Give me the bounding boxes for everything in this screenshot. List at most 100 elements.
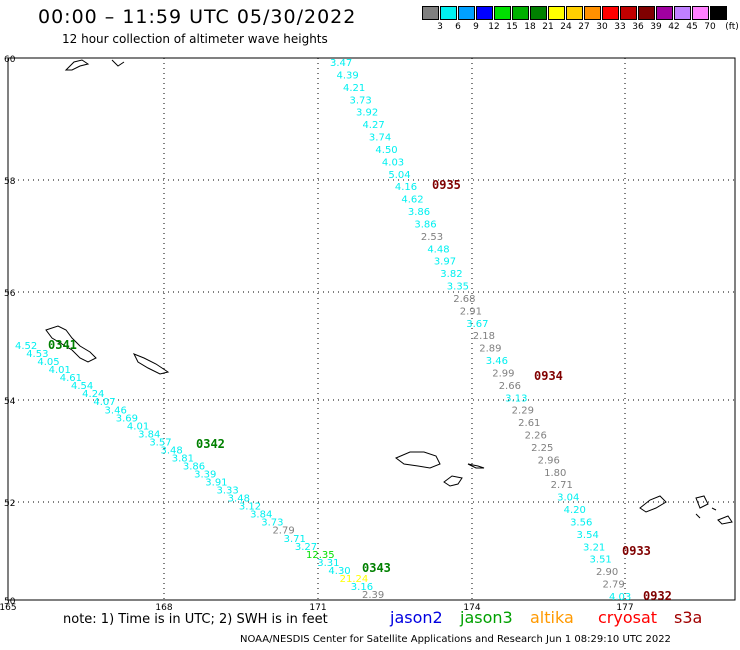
jason3-track-value: 2.39 (362, 590, 384, 601)
legend-label: 6 (455, 22, 461, 32)
satellite-legend-item: jason2 (390, 608, 443, 627)
cryosat-track-value: 4.39 (336, 70, 358, 81)
lat-label: 50 (4, 597, 16, 607)
cryosat-track-value: 3.73 (349, 95, 371, 106)
cryosat-track-value: 2.90 (596, 567, 618, 578)
cryosat-track-value: 2.68 (453, 294, 475, 305)
jason3-track-value: 21.24 (340, 574, 369, 585)
legend-swatch (656, 6, 673, 20)
cryosat-track-value: 3.67 (466, 319, 488, 330)
cryosat-track-value: 4.48 (427, 244, 449, 255)
lon-label: 177 (616, 603, 633, 613)
jason3-track-value: 3.69 (116, 413, 138, 424)
legend-swatch (422, 6, 439, 20)
legend-swatch (548, 6, 565, 20)
jason3-track-value: 3.48 (228, 494, 250, 505)
legend-label: 21 (542, 22, 554, 32)
cryosat-track-value: 4.03 (609, 592, 631, 603)
satellite-legend-item: cryosat (598, 608, 658, 627)
jason3-track-value: 4.24 (82, 389, 104, 400)
pass-time-label: 0935 (432, 178, 461, 192)
cryosat-track-value: 2.53 (421, 232, 443, 243)
cryosat-track-value: 1.80 (544, 468, 566, 479)
jason3-track-value: 4.61 (60, 373, 82, 384)
cryosat-track-value: 2.79 (603, 580, 625, 591)
cryosat-track-value: 3.54 (577, 530, 599, 541)
lat-label: 58 (4, 177, 16, 187)
lat-label: 60 (4, 55, 16, 65)
jason3-track-value: 4.53 (26, 349, 48, 360)
jason3-track-value: 4.54 (71, 381, 93, 392)
footer-note: note: 1) Time is in UTC; 2) SWH is in fe… (63, 612, 328, 627)
jason3-track-value: 3.16 (351, 582, 373, 593)
legend-swatch (440, 6, 457, 20)
jason3-track-value: 3.27 (295, 542, 317, 553)
jason3-track-value: 3.86 (183, 461, 205, 472)
lon-label: 171 (309, 603, 326, 613)
legend-unit: (ft) (725, 22, 739, 32)
legend-label: 15 (506, 22, 518, 32)
land-outline (45, 325, 97, 363)
land-outline (467, 463, 485, 469)
lat-label: 52 (4, 499, 15, 509)
land-outline (695, 495, 709, 509)
cryosat-track-value: 5.04 (388, 170, 410, 181)
cryosat-track-value: 2.71 (551, 480, 573, 491)
cryosat-track-value: 3.04 (557, 493, 579, 504)
lon-label: 168 (155, 603, 172, 613)
legend-swatch (602, 6, 619, 20)
legend-swatch (674, 6, 691, 20)
legend-label: 33 (614, 22, 626, 32)
cryosat-track-value: 2.25 (531, 443, 553, 454)
satellite-legend-item: s3a (674, 608, 703, 627)
cryosat-track-value: 2.18 (473, 331, 495, 342)
land-outline (443, 475, 463, 487)
jason3-track-value: 3.91 (205, 478, 227, 489)
legend-label: 36 (632, 22, 644, 32)
jason3-track-value: 4.30 (328, 566, 350, 577)
jason3-track-value: 3.57 (149, 437, 171, 448)
legend-label: 24 (560, 22, 572, 32)
jason3-track-value: 3.12 (239, 502, 261, 513)
cryosat-track-value: 2.89 (479, 344, 501, 355)
cryosat-track-value: 2.91 (460, 306, 482, 317)
jason3-track-value: 4.01 (49, 365, 71, 376)
lon-label: 174 (463, 603, 480, 613)
cryosat-track-value: 2.96 (538, 455, 560, 466)
satellite-legend-item: altika (530, 608, 574, 627)
legend-label: 39 (650, 22, 662, 32)
pass-time-label: 0933 (622, 544, 651, 558)
cryosat-track-value: 3.51 (590, 555, 612, 566)
cryosat-track-value: 4.50 (375, 145, 397, 156)
land-outline (711, 507, 717, 511)
jason3-track-value: 3.48 (161, 445, 183, 456)
jason3-track-value: 3.81 (172, 453, 194, 464)
cryosat-track-value: 3.97 (434, 257, 456, 268)
cryosat-track-value: 3.46 (486, 356, 508, 367)
cryosat-track-value: 4.16 (395, 182, 417, 193)
legend-swatch (584, 6, 601, 20)
cryosat-track-value: 3.82 (440, 269, 462, 280)
cryosat-track-value: 3.86 (414, 219, 436, 230)
land-outline (639, 495, 667, 513)
legend-swatch (476, 6, 493, 20)
jason3-track-value: 3.73 (261, 518, 283, 529)
legend-swatch (620, 6, 637, 20)
pass-time-label: 0342 (196, 437, 225, 451)
legend-label: 42 (668, 22, 680, 32)
land-outline (64, 59, 90, 71)
cryosat-track-value: 3.92 (356, 108, 378, 119)
land-outline (132, 353, 170, 375)
cryosat-track-value: 4.20 (564, 505, 586, 516)
legend-swatch (566, 6, 583, 20)
pass-time-label: 0343 (362, 561, 391, 575)
jason3-track-value: 4.01 (127, 421, 149, 432)
land-outline (695, 513, 701, 519)
jason3-track-value: 3.84 (138, 429, 160, 440)
land-outline (717, 515, 733, 525)
jason3-track-value: 3.71 (284, 534, 306, 545)
legend-swatch (512, 6, 529, 20)
cryosat-track-value: 4.27 (362, 120, 384, 131)
jason3-track-value: 4.52 (15, 341, 37, 352)
legend-swatch (692, 6, 709, 20)
